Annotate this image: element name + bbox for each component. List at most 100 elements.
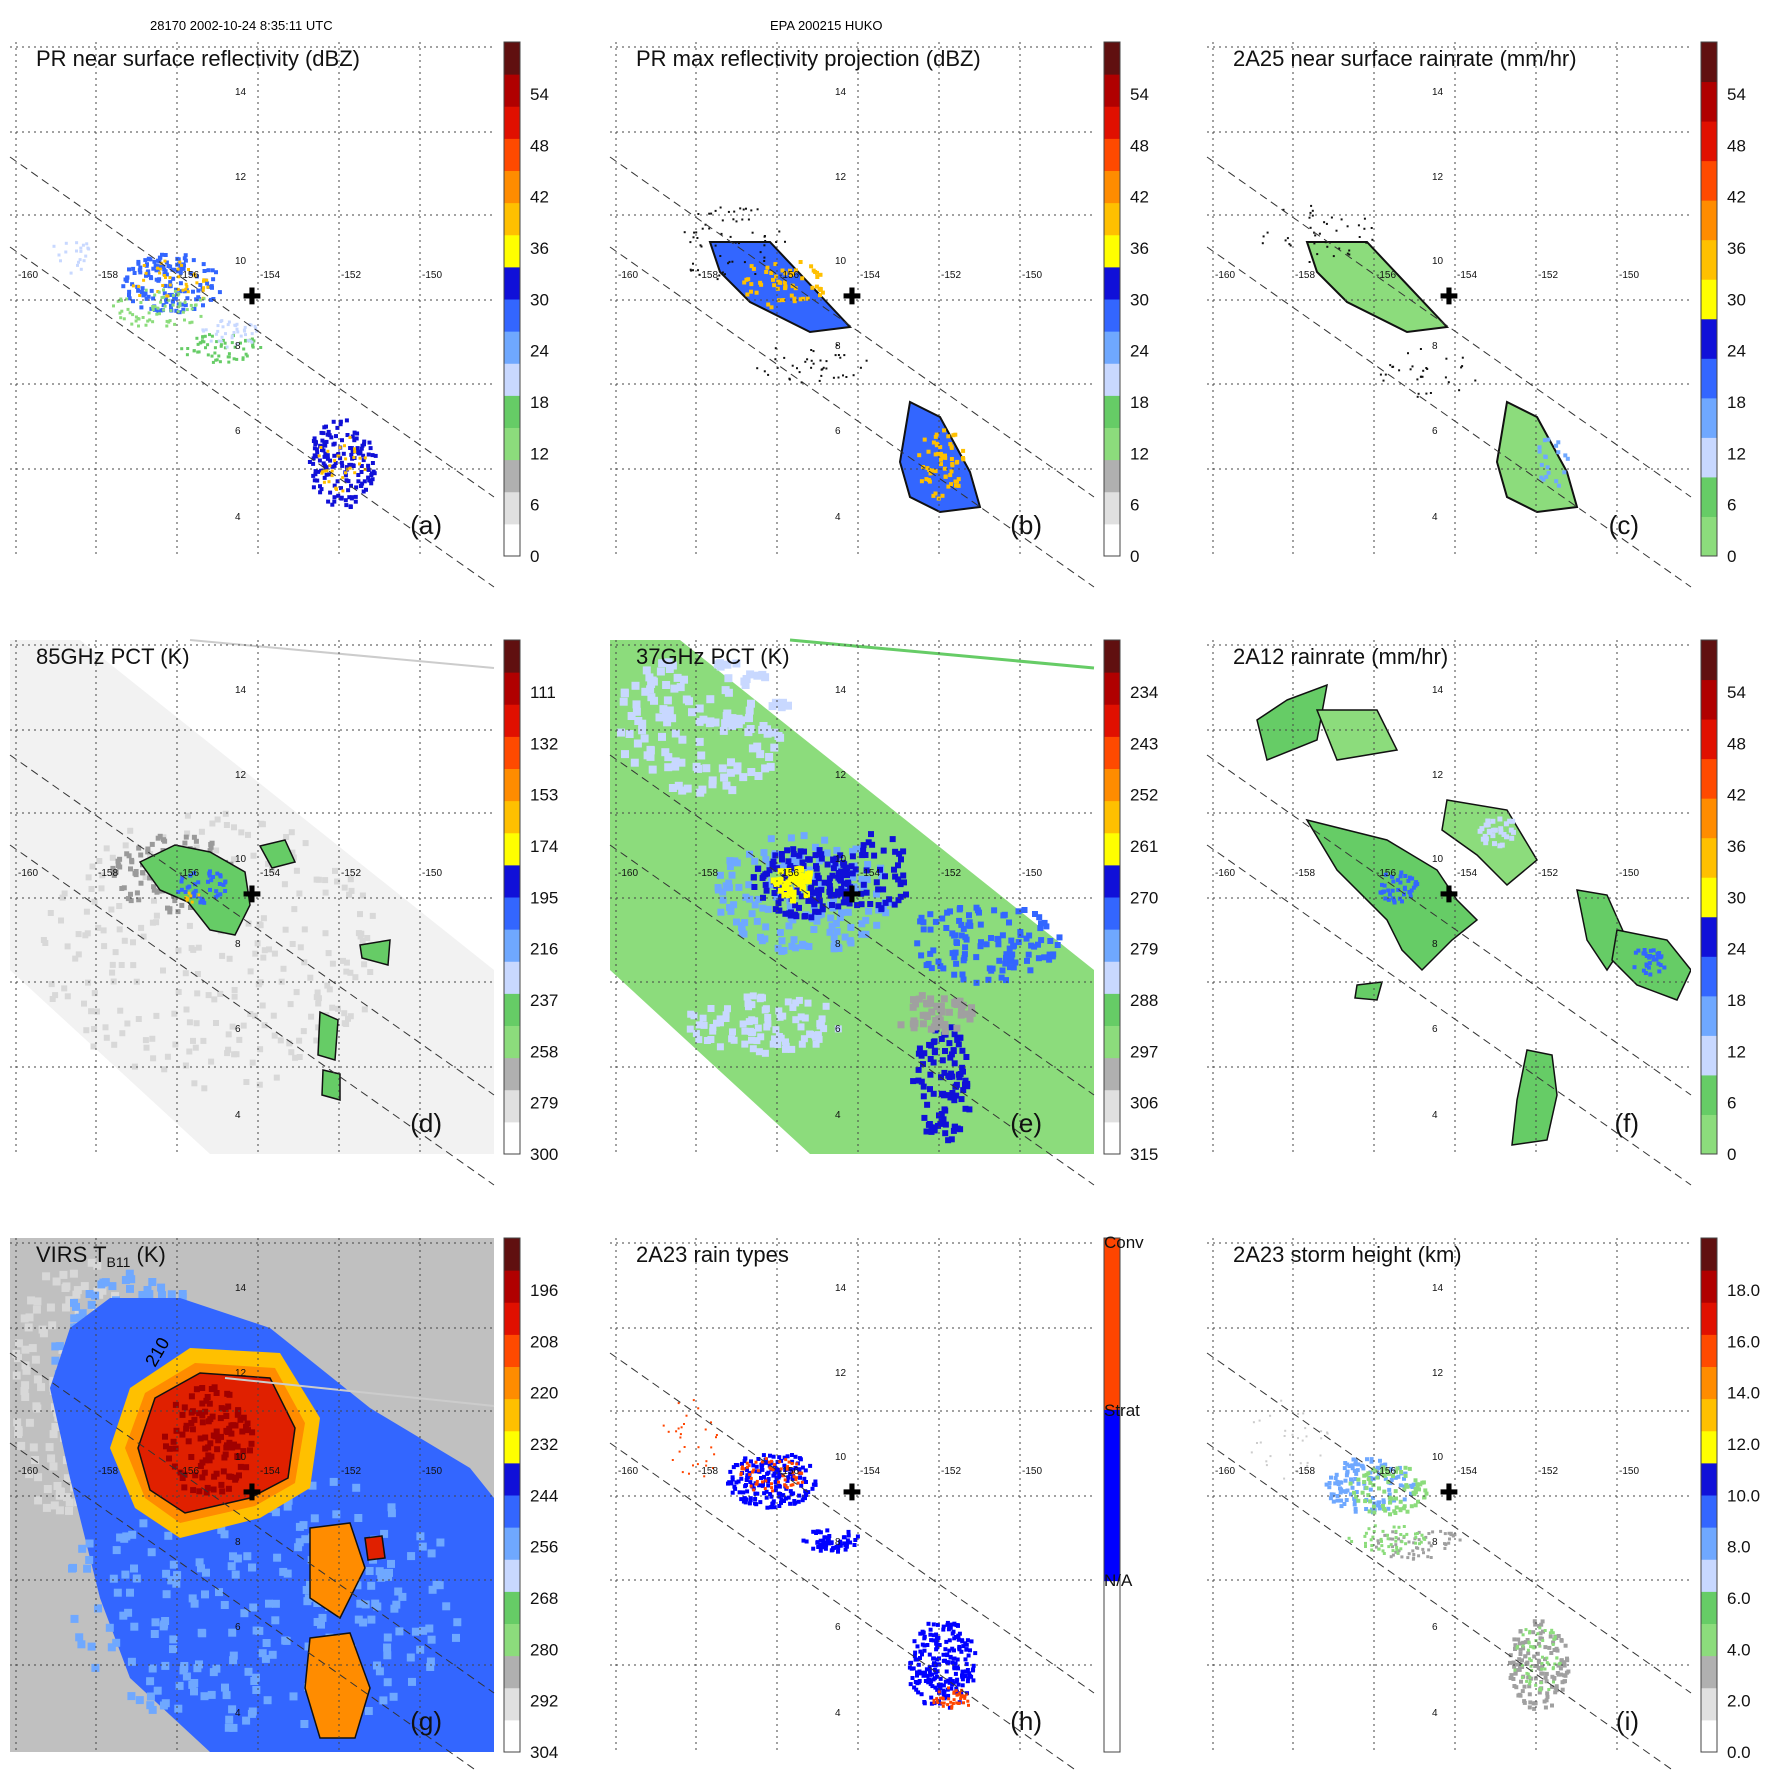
lon-tick-label: -152 <box>341 868 361 879</box>
colorbar-segment <box>504 1719 520 1753</box>
lat-tick-label: 10 <box>1432 1452 1444 1463</box>
colorbar: N/A Strat Conv <box>1103 1233 1144 1753</box>
colorbar-segment <box>504 768 520 802</box>
panel-a: -160 -158 -156 -154 -152 -150 4 6 8 10 12 14 ✚ PR nea… <box>9 41 549 588</box>
colorbar-label: 30 <box>1727 290 1746 309</box>
colorbar-segment <box>1104 993 1120 1027</box>
panel-title: PR near surface reflectivity (dBZ) <box>36 46 360 71</box>
colorbar-label: 54 <box>1727 85 1746 104</box>
colorbar-label: 243 <box>1130 734 1158 753</box>
colorbar-segment <box>1701 719 1717 760</box>
panel-letter: (f) <box>1614 1108 1639 1138</box>
colorbar-segment <box>504 832 520 866</box>
lon-tick-label: -154 <box>1457 868 1477 879</box>
lon-tick-label: -150 <box>1022 270 1042 281</box>
colorbar-segment <box>1104 1238 1120 1410</box>
colorbar-label: 48 <box>1727 136 1746 155</box>
colorbar-label: 270 <box>1130 888 1158 907</box>
colorbar-segment <box>1104 523 1120 557</box>
colorbar-label: 6 <box>1130 496 1139 515</box>
colorbar-segment <box>1104 266 1120 300</box>
swath-edge <box>609 1442 1078 1771</box>
colorbar-segment <box>504 459 520 493</box>
swath-edge <box>609 246 1095 588</box>
lat-tick-label: 6 <box>1432 1622 1438 1633</box>
lon-tick-label: -156 <box>779 1466 799 1477</box>
colorbar-segment <box>1701 1559 1717 1592</box>
colorbar-segment <box>1701 1074 1717 1115</box>
colorbar-segment <box>1104 74 1120 107</box>
colorbar-label: 48 <box>1130 136 1149 155</box>
colorbar-segment <box>1701 679 1717 720</box>
colorbar-label: 0 <box>1130 547 1139 566</box>
panel-letter: (a) <box>410 510 442 540</box>
colorbar-label: 196 <box>530 1281 558 1300</box>
colorbar-segment <box>504 1089 520 1123</box>
panel-title: PR max reflectivity projection (dBZ) <box>636 46 981 71</box>
colorbar-label: 18 <box>1727 991 1746 1010</box>
colorbar-segment <box>504 1270 520 1303</box>
colorbar-segment <box>504 1591 520 1625</box>
lat-tick-label: 8 <box>835 939 841 950</box>
colorbar-label: 279 <box>530 1094 558 1113</box>
colorbar-segment <box>504 202 520 236</box>
colorbar-segment <box>504 331 520 364</box>
colorbar-label: 0 <box>1727 547 1736 566</box>
panel-title: 2A25 near surface rainrate (mm/hr) <box>1233 46 1577 71</box>
colorbar-label: 12 <box>1727 1042 1746 1061</box>
lon-tick-label: -150 <box>422 1466 442 1477</box>
colorbar-label: 8.0 <box>1727 1538 1751 1557</box>
lat-tick-label: 4 <box>835 1110 841 1121</box>
colorbar-segment <box>504 138 520 172</box>
colorbar-segment <box>504 106 520 139</box>
colorbar: 0 6 12 18 24 30 36 42 48 54 <box>503 41 549 566</box>
colorbar-label: 2.0 <box>1727 1692 1751 1711</box>
panel-g: 210-160 -158 -156 -154 -152 -150468101214✚VIR… <box>9 1237 558 1771</box>
colorbar-segment <box>1104 299 1120 332</box>
colorbar-segment <box>1701 1719 1717 1753</box>
colorbar-segment <box>1104 704 1120 737</box>
colorbar-label: 300 <box>530 1145 558 1164</box>
swath-edge <box>609 156 1095 498</box>
colorbar-segment <box>1104 640 1120 673</box>
plot-area <box>1256 683 1691 1146</box>
panel-letter: (b) <box>1010 510 1042 540</box>
colorbar-label: 24 <box>1130 342 1149 361</box>
storm-center-marker: ✚ <box>843 284 861 309</box>
lon-tick-label: -156 <box>179 1466 199 1477</box>
colorbar: 0 6 12 18 24 30 36 42 48 54 <box>1103 41 1149 566</box>
lat-tick-label: 12 <box>235 770 247 781</box>
colorbar-segment <box>1701 798 1717 839</box>
colorbar-segment <box>1701 358 1717 399</box>
colorbar-segment <box>504 704 520 737</box>
lat-tick-label: 4 <box>235 1708 241 1719</box>
panel-title: 2A12 rainrate (mm/hr) <box>1233 644 1448 669</box>
colorbar-segment <box>1701 956 1717 997</box>
colorbar-segment <box>1104 331 1120 364</box>
lat-tick-label: 10 <box>235 256 247 267</box>
colorbar-segment <box>1701 81 1717 122</box>
colorbar-segment <box>1104 170 1120 204</box>
lon-tick-label: -152 <box>1538 1466 1558 1477</box>
lat-tick-label: 10 <box>235 1452 247 1463</box>
lon-tick-label: -160 <box>618 868 638 879</box>
colorbar-segment <box>504 427 520 461</box>
lat-tick-label: 14 <box>235 685 247 696</box>
colorbar-label: 288 <box>1130 991 1158 1010</box>
lat-tick-label: 6 <box>235 1024 241 1035</box>
colorbar-label: 111 <box>530 683 556 702</box>
colorbar-segment <box>504 736 520 770</box>
colorbar-frame <box>503 41 521 557</box>
panel-i: -160 -158 -156 -154 -152 -150 4 6 8 10 12 14 ✚ 2A23 s… <box>1206 1237 1760 1771</box>
colorbar-segment <box>504 1366 520 1400</box>
lat-tick-label: 10 <box>235 854 247 865</box>
colorbar-segment <box>1104 672 1120 705</box>
colorbar: 304 292 280 268 256 244 232 220 208 196 <box>503 1237 558 1762</box>
lon-tick-label: -152 <box>941 270 961 281</box>
colorbar-label: 54 <box>1130 85 1149 104</box>
colorbar-segment <box>1104 1025 1120 1059</box>
colorbar-label: 0 <box>1727 1145 1736 1164</box>
storm-center-marker: ✚ <box>1440 1480 1458 1505</box>
swath-edge <box>9 1352 495 1694</box>
colorbar-label: 132 <box>530 734 558 753</box>
